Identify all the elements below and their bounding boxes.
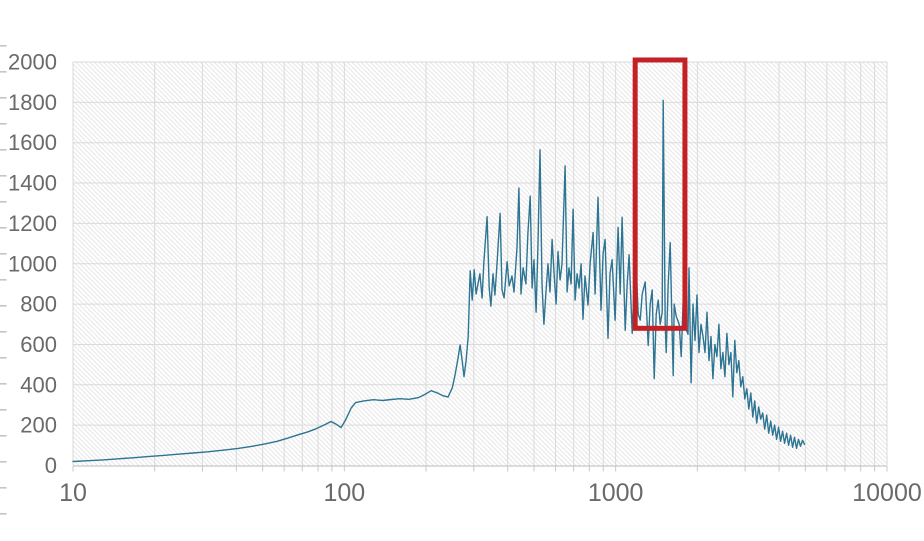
edge-tick <box>0 201 7 203</box>
edge-tick <box>0 435 7 437</box>
y-tick-label: 1200 <box>8 211 57 236</box>
edge-tick <box>0 253 7 255</box>
edge-tick <box>0 149 7 151</box>
edge-tick <box>0 513 7 515</box>
edge-tick <box>0 45 7 47</box>
y-axis-labels: 0 200 400 600 800 1000 1200 1400 1600 1800 2000 <box>8 50 57 479</box>
edge-tick <box>0 123 7 125</box>
x-axis-labels: 10 100 1000 10000 <box>59 479 922 507</box>
edge-tick <box>0 305 7 307</box>
y-tick-label: 1800 <box>8 90 57 115</box>
x-tick-label: 1000 <box>588 479 644 507</box>
x-tick-label: 10 <box>59 479 87 507</box>
edge-tick <box>0 279 7 281</box>
y-tick-label: 200 <box>20 413 57 438</box>
y-tick-label: 800 <box>20 292 57 317</box>
edge-tick <box>0 409 7 411</box>
y-tick-label: 1600 <box>8 130 57 155</box>
spectrum-line-group <box>72 99 806 463</box>
y-tick-label: 1400 <box>8 171 57 196</box>
edge-tick <box>0 487 7 489</box>
edge-tick <box>0 461 7 463</box>
left-edge-ticks <box>0 45 7 515</box>
y-tick-label: 2000 <box>8 50 57 75</box>
spectrum-line <box>72 99 806 463</box>
edge-tick <box>0 175 7 177</box>
x-tick-label: 10000 <box>852 479 922 507</box>
y-tick-label: 0 <box>45 453 57 478</box>
y-tick-label: 1000 <box>8 251 57 276</box>
edge-tick <box>0 71 7 73</box>
highlight-rectangle <box>632 57 688 331</box>
x-axis-line-and-ticks <box>72 465 888 472</box>
edge-tick <box>0 383 7 385</box>
y-tick-label: 400 <box>20 372 57 397</box>
edge-tick <box>0 97 7 99</box>
y-tick-label: 600 <box>20 332 57 357</box>
edge-tick <box>0 227 7 229</box>
edge-tick <box>0 331 7 333</box>
gridlines <box>72 61 888 466</box>
edge-tick <box>0 357 7 359</box>
x-tick-label: 100 <box>323 479 365 507</box>
highlight-rectangle-group <box>632 57 688 331</box>
